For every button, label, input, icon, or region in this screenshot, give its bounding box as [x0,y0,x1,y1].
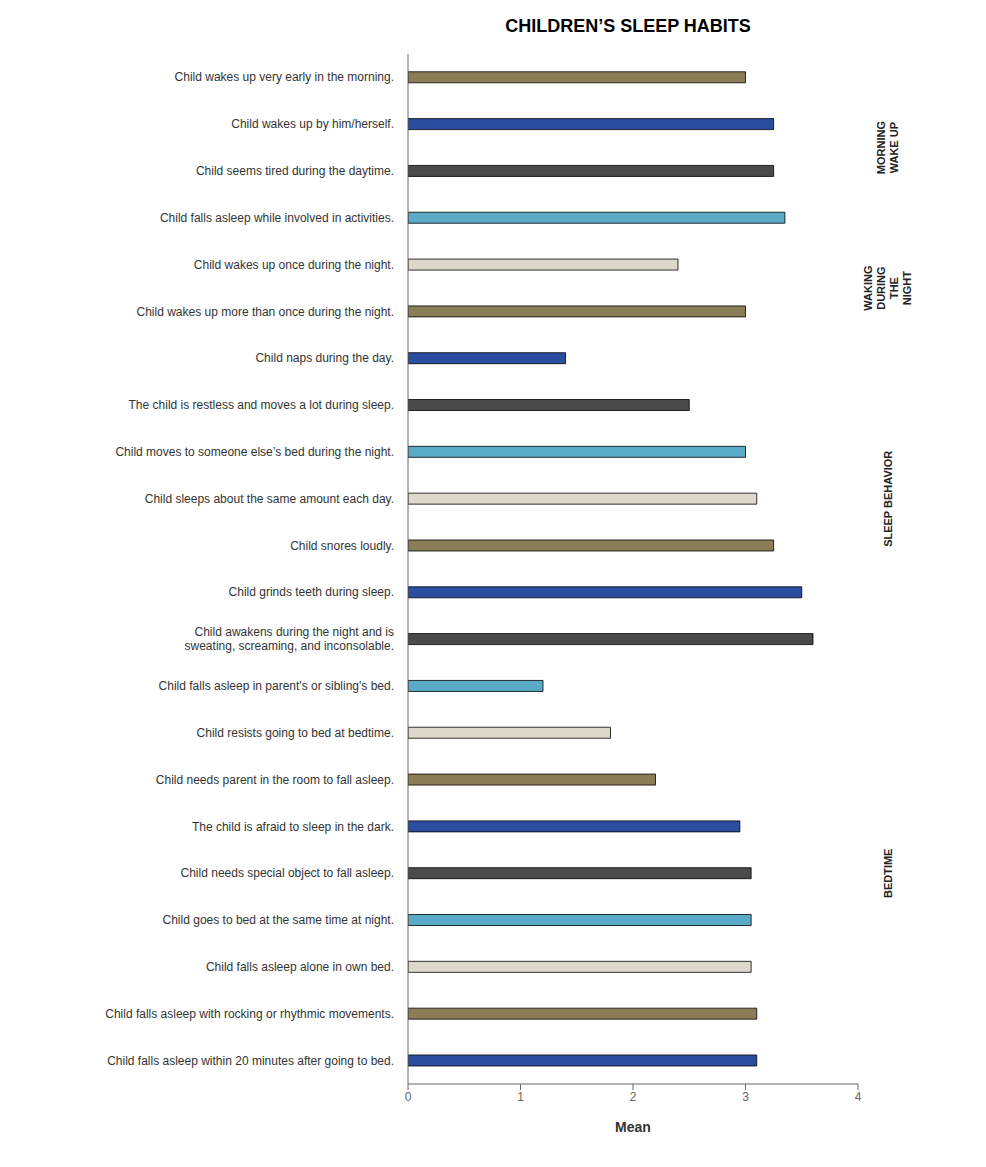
svg-text:Child resists going to bed at: Child resists going to bed at bedtime. [197,726,394,740]
svg-text:Child grinds teeth during slee: Child grinds teeth during sleep. [229,585,394,599]
svg-text:Child wakes up by him/herself.: Child wakes up by him/herself. [231,117,394,131]
svg-text:Child awakens during the night: Child awakens during the night and isswe… [185,625,394,653]
svg-text:Child falls asleep alone in ow: Child falls asleep alone in own bed. [206,960,394,974]
svg-text:0: 0 [405,1090,412,1104]
svg-text:Child needs parent in the room: Child needs parent in the room to fall a… [156,773,394,787]
svg-text:Child falls asleep with rockin: Child falls asleep with rocking or rhyth… [105,1007,394,1021]
svg-text:1: 1 [517,1090,524,1104]
svg-text:4: 4 [855,1090,862,1104]
svg-text:Child falls asleep within 20 m: Child falls asleep within 20 minutes aft… [107,1054,394,1068]
svg-text:2: 2 [630,1090,637,1104]
svg-text:Child snores loudly.: Child snores loudly. [290,539,394,553]
svg-text:SLEEP BEHAVIOR: SLEEP BEHAVIOR [882,451,894,547]
svg-text:Child moves to someone else’s: Child moves to someone else’s bed during… [115,445,394,459]
svg-text:Child goes to bed at the same: Child goes to bed at the same time at ni… [163,913,394,927]
svg-text:Child wakes up very early in t: Child wakes up very early in the morning… [175,70,394,84]
svg-text:Child naps during the day.: Child naps during the day. [255,351,394,365]
svg-text:BEDTIME: BEDTIME [882,849,894,899]
svg-text:Child sleeps about the same am: Child sleeps about the same amount each … [145,492,394,506]
svg-text:Child falls asleep while invol: Child falls asleep while involved in act… [160,211,394,225]
html-text:CHILDREN’S SLEEP HABITS: CHILDREN’S SLEEP HABITS [505,16,751,36]
svg-text:The child is restless and move: The child is restless and moves a lot du… [129,398,394,412]
svg-text:The child is afraid to sleep i: The child is afraid to sleep in the dark… [192,820,394,834]
svg-text:Child needs special object to: Child needs special object to fall aslee… [181,866,394,880]
svg-text:WAKINGDURINGTHENIGHT: WAKINGDURINGTHENIGHT [863,265,914,310]
svg-text:MORNINGWAKE UP: MORNINGWAKE UP [876,121,901,174]
svg-text:Child wakes up once during the: Child wakes up once during the night. [194,258,394,272]
svg-text:Mean: Mean [615,1119,651,1135]
svg-text:Child seems tired during the d: Child seems tired during the daytime. [196,164,394,178]
svg-text:Child falls asleep in parent's: Child falls asleep in parent's or siblin… [159,679,394,693]
svg-text:Child wakes up more than once: Child wakes up more than once during the… [137,305,395,319]
svg-text:3: 3 [742,1090,749,1104]
